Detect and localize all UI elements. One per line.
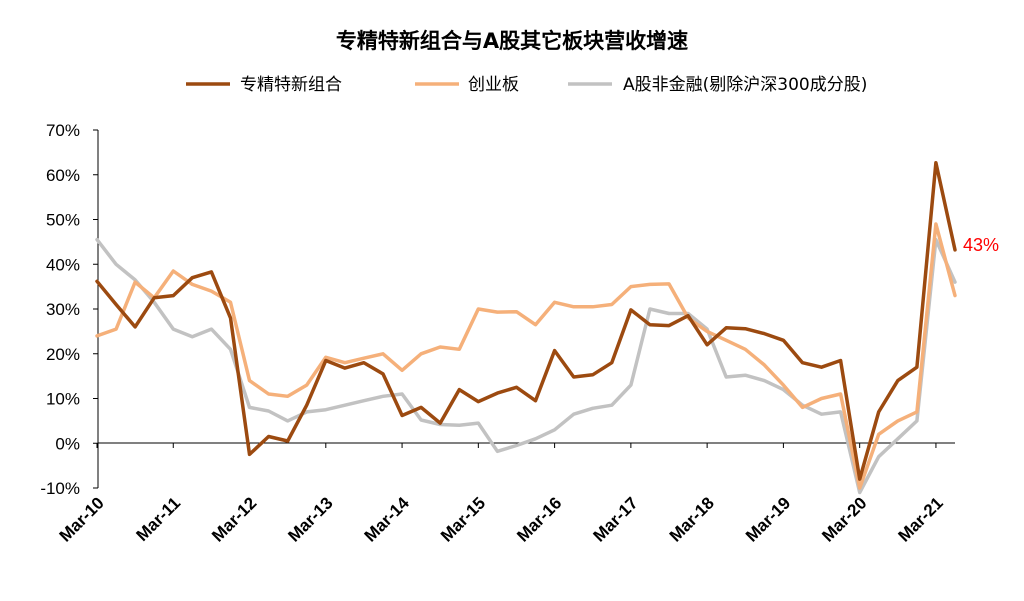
x-tick-label: Mar-10	[56, 493, 108, 545]
x-tick-label: Mar-14	[361, 493, 414, 546]
y-tick-label: 40%	[46, 255, 80, 274]
x-tick-label: Mar-20	[818, 493, 870, 545]
x-tick-label: Mar-15	[437, 493, 489, 545]
x-tick-label: Mar-11	[133, 493, 185, 545]
x-tick-label: Mar-21	[895, 493, 947, 545]
y-ticks: -10% 0% 10% 20% 30% 40% 50% 60% 70%	[40, 121, 98, 498]
x-tick-label: Mar-13	[284, 493, 336, 545]
x-tick-label: Mar-17	[590, 493, 642, 545]
y-tick-label: 30%	[46, 300, 80, 319]
y-tick-label: 20%	[46, 345, 80, 364]
series-line	[95, 160, 957, 481]
legend-label: 专精特新组合	[240, 75, 342, 95]
x-tick-label: Mar-18	[666, 493, 718, 545]
annotations: 43%	[963, 235, 999, 255]
legend-label: A股非金融(剔除沪深300成分股)	[623, 75, 867, 95]
x-tick-label: Mar-12	[208, 493, 260, 545]
legend-label: 创业板	[468, 75, 519, 95]
last-value-annotation: 43%	[963, 235, 999, 255]
legend: 专精特新组合 创业板 A股非金融(剔除沪深300成分股)	[186, 75, 867, 95]
y-tick-label: 10%	[46, 390, 80, 409]
x-ticks: Mar-10 Mar-11 Mar-12 Mar-13 Mar-14 Mar-15 Mar-…	[56, 443, 947, 546]
y-tick-label: 50%	[46, 211, 80, 230]
x-tick-label: Mar-19	[742, 493, 794, 545]
series-lines	[95, 160, 957, 495]
chart-title: 专精特新组合与A股其它板块营收增速	[336, 29, 688, 53]
y-tick-label: -10%	[40, 479, 80, 498]
series-line	[95, 222, 957, 490]
y-tick-label: 0%	[55, 434, 80, 453]
y-tick-label: 70%	[46, 121, 80, 140]
x-tick-label: Mar-16	[513, 493, 565, 545]
y-tick-label: 60%	[46, 166, 80, 185]
